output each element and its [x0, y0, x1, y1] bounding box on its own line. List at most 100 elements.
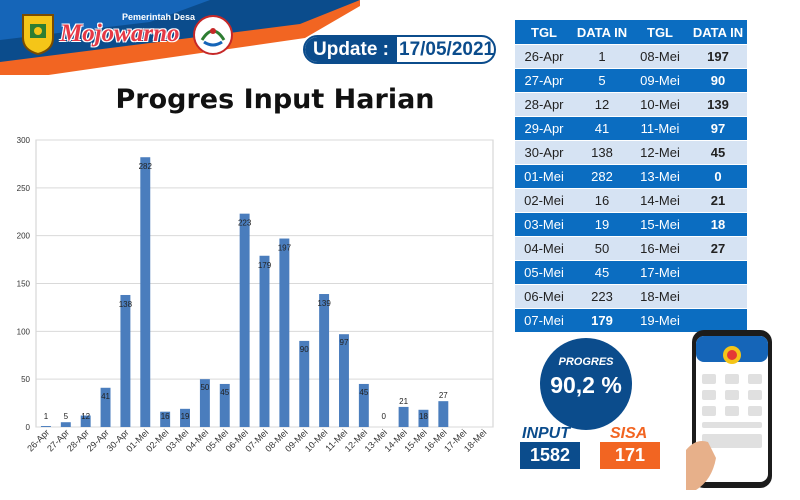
sisa-label: SISA: [610, 425, 648, 442]
y-tick-label: 50: [21, 375, 30, 384]
data-label: 45: [359, 388, 368, 397]
sisa-value: 171: [600, 442, 660, 469]
table-cell-date: 14-Mei: [631, 188, 689, 213]
y-tick-label: 250: [17, 184, 31, 193]
table-cell-date: 30-Apr: [515, 140, 573, 165]
bar: [239, 213, 250, 427]
table-row: 07-Mei 179 19-Mei: [515, 308, 747, 333]
data-label: 45: [220, 388, 229, 397]
smartphone-app-image: [686, 330, 772, 490]
table-cell-date: 03-Mei: [515, 212, 573, 237]
table-cell-data-in: 21: [689, 188, 747, 213]
brand-subtitle: Pemerintah Desa: [122, 12, 196, 22]
table-cell-data-in: 1: [573, 44, 631, 69]
input-value: 1582: [520, 442, 580, 469]
bar: [438, 401, 449, 427]
y-tick-label: 0: [26, 423, 31, 432]
bar: [100, 387, 111, 427]
table-cell-date: 01-Mei: [515, 164, 573, 189]
bar: [120, 294, 131, 427]
bar: [358, 383, 369, 427]
bar: [140, 157, 151, 427]
table-row: 28-Apr 12 10-Mei 139: [515, 92, 747, 117]
bar: [80, 415, 91, 427]
table-cell-date: 04-Mei: [515, 236, 573, 261]
table-cell-date: 19-Mei: [631, 308, 689, 333]
y-tick-label: 300: [17, 136, 31, 145]
bar: [319, 294, 330, 427]
table-row: 02-Mei 16 14-Mei 21: [515, 188, 747, 213]
table-cell-date: 15-Mei: [631, 212, 689, 237]
data-label: 138: [119, 300, 133, 309]
table-cell-data-in: 138: [573, 140, 631, 165]
table-header-row: TGL DATA IN TGL DATA IN: [515, 20, 747, 45]
data-label: 18: [419, 412, 428, 421]
data-label: 90: [300, 345, 309, 354]
bar: [199, 379, 210, 427]
table-cell-date: 12-Mei: [631, 140, 689, 165]
progress-circle: PROGRES 90,2 %: [540, 338, 632, 430]
data-label: 21: [399, 397, 408, 406]
data-table: TGL DATA IN TGL DATA IN 26-Apr 1 08-Mei 197…: [515, 20, 747, 333]
table-cell-date: 17-Mei: [631, 260, 689, 285]
data-label: 12: [81, 412, 90, 421]
table-cell-date: 11-Mei: [631, 116, 689, 141]
y-tick-label: 150: [17, 280, 31, 289]
data-label: 223: [238, 219, 252, 228]
table-cell-date: 10-Mei: [631, 92, 689, 117]
x-tick-label: 18-Mei: [462, 427, 489, 454]
table-row: 29-Apr 41 11-Mei 97: [515, 116, 747, 141]
data-label: 97: [340, 338, 349, 347]
data-label: 282: [139, 162, 153, 171]
table-cell-date: 28-Apr: [515, 92, 573, 117]
table-header-data-in: DATA IN: [689, 20, 747, 45]
table-cell-date: 27-Apr: [515, 68, 573, 93]
table-cell-date: 18-Mei: [631, 284, 689, 309]
table-row: 06-Mei 223 18-Mei: [515, 284, 747, 309]
chart-title: Progres Input Harian: [115, 84, 435, 115]
y-tick-label: 200: [17, 232, 31, 241]
bar: [398, 406, 409, 427]
table-cell-data-in: 282: [573, 164, 631, 189]
table-row: 30-Apr 138 12-Mei 45: [515, 140, 747, 165]
data-label: 197: [278, 244, 292, 253]
table-header-date: TGL: [515, 20, 573, 45]
table-cell-data-in: [689, 284, 747, 309]
table-cell-data-in: 41: [573, 116, 631, 141]
table-cell-date: 13-Mei: [631, 164, 689, 189]
table-cell-date: 06-Mei: [515, 284, 573, 309]
data-label: 50: [200, 383, 209, 392]
table-cell-data-in: 139: [689, 92, 747, 117]
data-label: 27: [439, 391, 448, 400]
y-tick-label: 100: [17, 327, 31, 336]
data-label: 139: [317, 299, 331, 308]
bar: [219, 383, 230, 427]
table-row: 27-Apr 5 09-Mei 90: [515, 68, 747, 93]
table-cell-data-in: 45: [689, 140, 747, 165]
table-cell-data-in: 50: [573, 236, 631, 261]
bar: [259, 255, 270, 427]
table-cell-data-in: [689, 308, 747, 333]
progress-value: 90,2 %: [550, 372, 622, 398]
table-row: 01-Mei 282 13-Mei 0: [515, 164, 747, 189]
data-label: 41: [101, 392, 110, 401]
bar: [40, 426, 51, 427]
bar: [418, 409, 429, 427]
table-cell-data-in: 179: [573, 308, 631, 333]
program-logo-icon: [193, 15, 233, 55]
table-cell-data-in: 16: [573, 188, 631, 213]
bar: [180, 408, 190, 427]
table-cell-data-in: 197: [689, 44, 747, 69]
table-cell-date: 02-Mei: [515, 188, 573, 213]
update-label: Update :: [305, 37, 397, 62]
table-cell-date: 29-Apr: [515, 116, 573, 141]
table-cell-data-in: 19: [573, 212, 631, 237]
table-cell-data-in: 0: [689, 164, 747, 189]
table-cell-data-in: 45: [573, 260, 631, 285]
table-row: 04-Mei 50 16-Mei 27: [515, 236, 747, 261]
bar: [279, 238, 290, 427]
data-label: 16: [161, 412, 170, 421]
table-cell-data-in: 27: [689, 236, 747, 261]
progress-label: PROGRES: [558, 356, 614, 368]
